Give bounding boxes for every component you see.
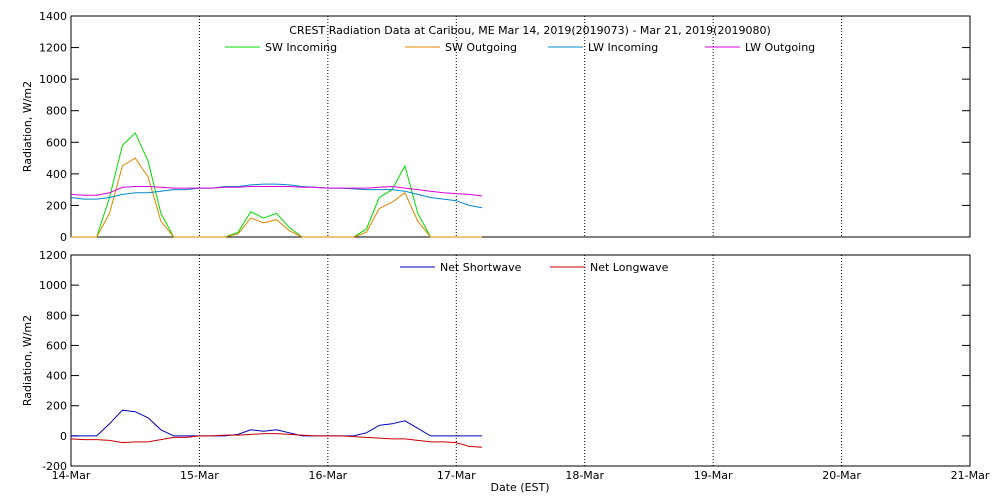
legend-label: Net Shortwave	[440, 261, 522, 274]
y-tick-label: 400	[46, 370, 67, 383]
y-axis-title: Radiation, W/m2	[21, 315, 34, 406]
y-tick-label: 0	[60, 231, 67, 244]
series-line	[71, 409, 482, 437]
x-tick-label: 20-Mar	[822, 469, 861, 482]
legend-label: SW Incoming	[265, 41, 337, 54]
x-tick-label: 17-Mar	[437, 469, 476, 482]
y-tick-label: 200	[46, 199, 67, 212]
y-tick-label: 800	[46, 105, 67, 118]
plot-frame	[70, 254, 971, 467]
series-line	[70, 185, 483, 197]
legend-label: LW Incoming	[588, 41, 658, 54]
series-line	[70, 433, 483, 448]
y-tick-label: 1000	[39, 73, 67, 86]
x-tick-label: 21-Mar	[951, 469, 990, 482]
y-tick-label: 0	[60, 430, 67, 443]
y-tick-label: 1400	[39, 10, 67, 23]
y-tick-label: 200	[46, 400, 67, 413]
x-axis-title: Date (EST)	[490, 481, 549, 494]
y-tick-label: 600	[46, 339, 67, 352]
chart-title: CREST Radiation Data at Caribou, ME Mar …	[289, 24, 770, 37]
legend-label: LW Outgoing	[745, 41, 815, 54]
y-tick-label: 1200	[39, 249, 67, 262]
y-tick-label: 1000	[39, 279, 67, 292]
x-tick-label: 16-Mar	[308, 469, 347, 482]
legend-label: SW Outgoing	[445, 41, 517, 54]
y-tick-label: 800	[46, 309, 67, 322]
series-line	[71, 131, 482, 238]
legend-label: Net Longwave	[590, 261, 669, 274]
series-line	[71, 157, 482, 238]
y-axis-title: Radiation, W/m2	[21, 81, 34, 172]
x-tick-label: 14-Mar	[52, 469, 91, 482]
y-tick-label: -200	[42, 460, 67, 473]
x-tick-label: 18-Mar	[565, 469, 604, 482]
y-tick-label: 400	[46, 168, 67, 181]
y-tick-label: 1200	[39, 42, 67, 55]
y-tick-label: 600	[46, 136, 67, 149]
series-line	[70, 183, 483, 209]
x-tick-label: 19-Mar	[694, 469, 733, 482]
plot-frame	[70, 15, 971, 238]
x-tick-label: 15-Mar	[180, 469, 219, 482]
